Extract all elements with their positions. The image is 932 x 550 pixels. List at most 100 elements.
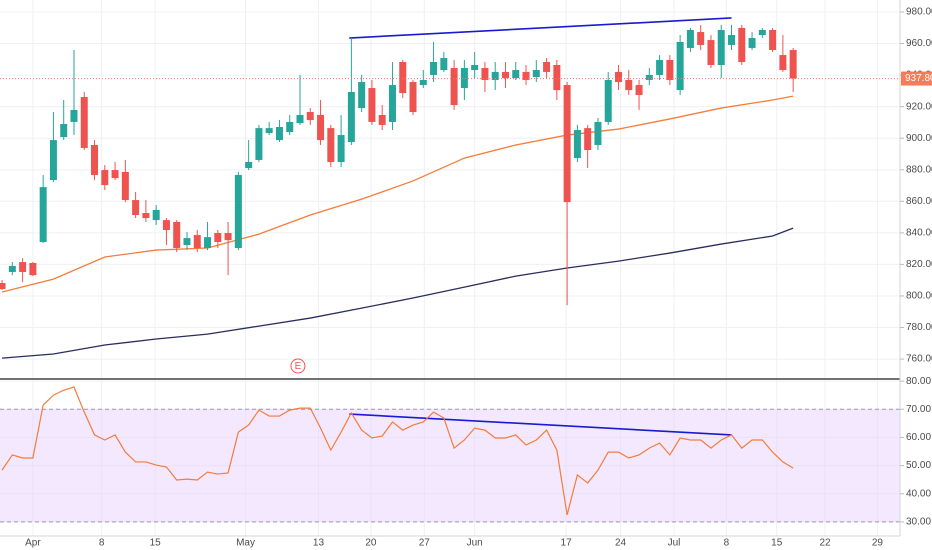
candle-body bbox=[378, 115, 386, 125]
y-tick-label: 920.00 bbox=[906, 101, 932, 112]
x-tick-label: 20 bbox=[365, 538, 377, 549]
candle-body bbox=[306, 112, 314, 121]
rsi-band bbox=[0, 409, 900, 522]
candle-body bbox=[532, 70, 540, 77]
candle-body bbox=[666, 59, 674, 80]
candle-body bbox=[409, 82, 417, 113]
candle-body bbox=[512, 70, 520, 79]
last-price-tag bbox=[901, 71, 932, 86]
candle-body bbox=[430, 62, 438, 75]
candle-body bbox=[317, 115, 325, 141]
candle-body bbox=[0, 283, 6, 290]
candle-body bbox=[8, 265, 16, 272]
candle-body bbox=[450, 67, 458, 106]
candle-body bbox=[738, 27, 746, 63]
candle-body bbox=[173, 221, 181, 249]
y-tick-label: 980.00 bbox=[906, 7, 932, 18]
candle-body bbox=[19, 262, 27, 272]
candle-body bbox=[60, 124, 68, 138]
candle-body bbox=[573, 129, 581, 159]
y-tick-label: 800.00 bbox=[906, 291, 932, 302]
candle-body bbox=[728, 35, 736, 45]
earnings-marker bbox=[290, 358, 306, 374]
candle-body bbox=[789, 50, 797, 79]
candle-body bbox=[183, 238, 191, 246]
y-tick-label: 820.00 bbox=[906, 259, 932, 270]
candle-body bbox=[553, 64, 561, 91]
axis-layer: 760.00780.00800.00820.00840.00860.00880.… bbox=[25, 7, 932, 549]
x-tick-label: 22 bbox=[819, 538, 831, 549]
candle-body bbox=[707, 40, 715, 65]
x-tick-label: 8 bbox=[99, 538, 105, 549]
y-tick-label: 780.00 bbox=[906, 322, 932, 333]
plot-layer: E bbox=[0, 17, 900, 516]
candle-body bbox=[265, 128, 273, 133]
candle-body bbox=[368, 88, 376, 122]
last-price-label: 937.80 bbox=[905, 73, 932, 84]
candle-body bbox=[49, 140, 57, 181]
candle-body bbox=[481, 67, 489, 80]
candle-body bbox=[748, 38, 756, 48]
y-tick-label: 30.00 bbox=[906, 517, 931, 528]
y-tick-label: 60.00 bbox=[906, 432, 931, 443]
candle-body bbox=[286, 121, 294, 133]
candle-body bbox=[491, 71, 499, 80]
candle-body bbox=[625, 79, 633, 91]
x-tick-label: 17 bbox=[561, 538, 573, 549]
candle-body bbox=[656, 59, 664, 75]
x-tick-label: Apr bbox=[25, 538, 41, 549]
y-tick-label: 860.00 bbox=[906, 196, 932, 207]
y-tick-label: 70.00 bbox=[906, 404, 931, 415]
candle-body bbox=[543, 62, 551, 72]
x-tick-label: 27 bbox=[419, 538, 431, 549]
candle-body bbox=[686, 29, 694, 48]
x-tick-label: May bbox=[236, 538, 255, 549]
x-tick-label: Jul bbox=[668, 538, 681, 549]
x-tick-label: 8 bbox=[724, 538, 730, 549]
y-tick-label: 40.00 bbox=[906, 488, 931, 499]
candle-body bbox=[162, 220, 170, 231]
candle-body bbox=[388, 85, 396, 122]
rsi-line bbox=[1, 386, 794, 516]
candle-body bbox=[358, 82, 366, 109]
y-tick-label: 50.00 bbox=[906, 460, 931, 471]
candle-body bbox=[501, 71, 509, 79]
candle-body bbox=[604, 79, 612, 122]
candle-body bbox=[522, 71, 530, 80]
x-tick-label: 29 bbox=[872, 538, 884, 549]
candle-body bbox=[101, 170, 109, 186]
candle-body bbox=[645, 74, 653, 80]
y-tick-label: 840.00 bbox=[906, 227, 932, 238]
candle-body bbox=[121, 171, 129, 201]
candle-body bbox=[779, 55, 787, 71]
candle-body bbox=[80, 97, 88, 148]
x-tick-label: 13 bbox=[313, 538, 325, 549]
candle-body bbox=[563, 85, 571, 203]
candle-body bbox=[327, 128, 335, 163]
grid-layer bbox=[0, 0, 900, 536]
candle-body bbox=[296, 115, 304, 124]
candle-body bbox=[614, 71, 622, 83]
candle-body bbox=[132, 200, 140, 216]
candle-body bbox=[70, 109, 78, 122]
candle-body bbox=[337, 135, 345, 163]
candle-body bbox=[224, 233, 232, 241]
trend-line bbox=[349, 17, 732, 39]
candle-body bbox=[769, 29, 777, 51]
y-tick-label: 900.00 bbox=[906, 133, 932, 144]
x-tick-label: 15 bbox=[150, 538, 162, 549]
candle-body bbox=[697, 32, 705, 45]
candle-body bbox=[152, 209, 160, 221]
candle-body bbox=[255, 128, 263, 160]
x-tick-label: Jun bbox=[467, 538, 483, 549]
candle-body bbox=[717, 29, 725, 65]
candle-body bbox=[347, 91, 355, 142]
moving-average-line bbox=[1, 227, 794, 359]
x-tick-label: 24 bbox=[615, 538, 627, 549]
candle-body bbox=[214, 233, 222, 243]
candle-body bbox=[39, 187, 47, 243]
y-tick-label: 960.00 bbox=[906, 38, 932, 49]
y-tick-label: 760.00 bbox=[906, 354, 932, 365]
candle-body bbox=[275, 126, 283, 141]
y-tick-label: 80.00 bbox=[906, 376, 931, 387]
